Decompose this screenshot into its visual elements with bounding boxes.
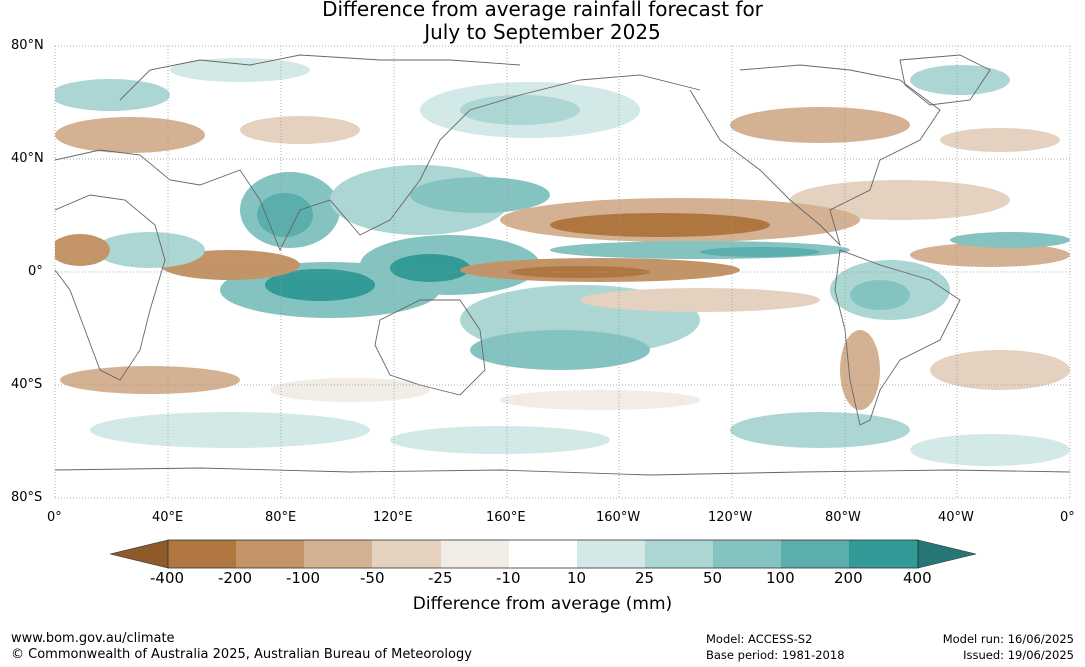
- lat-label-80n: 80°N: [11, 38, 44, 53]
- colorbar-tick: 50: [703, 569, 723, 587]
- lat-label-40n: 40°N: [11, 151, 44, 166]
- colorbar: [109, 539, 977, 569]
- colorbar-tick: 200: [834, 569, 863, 587]
- colorbar-tick: -100: [286, 569, 321, 587]
- footer-copyright: © Commonwealth of Australia 2025, Austra…: [11, 647, 472, 662]
- lon-label-0-right: 0°: [1060, 510, 1075, 525]
- lon-label-80w: 80°W: [825, 510, 861, 525]
- colorbar-tick: 100: [766, 569, 795, 587]
- lon-label-120w: 120°W: [708, 510, 753, 525]
- colorbar-tick: -25: [428, 569, 453, 587]
- colorbar-segment: [849, 540, 918, 568]
- anomaly-field: [55, 58, 1070, 466]
- footer-model-run: Model run: 16/06/2025: [942, 632, 1074, 646]
- colorbar-title: Difference from average (mm): [412, 594, 673, 614]
- colorbar-tick: -50: [360, 569, 385, 587]
- title-line-1: Difference from average rainfall forecas…: [322, 0, 763, 21]
- colorbar-segment: [441, 540, 509, 568]
- lon-label-80e: 80°E: [265, 510, 297, 525]
- colorbar-segment: [577, 540, 645, 568]
- footer-issued: Issued: 19/06/2025: [963, 648, 1074, 662]
- colorbar-tick: 400: [903, 569, 932, 587]
- title-line-2: July to September 2025: [424, 20, 661, 44]
- colorbar-segment: [236, 540, 304, 568]
- colorbar-tick: -200: [218, 569, 253, 587]
- colorbar-segment: [372, 540, 441, 568]
- colorbar-segment: [645, 540, 713, 568]
- colorbar-segment: [304, 540, 372, 568]
- lon-label-40e: 40°E: [152, 510, 184, 525]
- lon-label-160w: 160°W: [596, 510, 641, 525]
- footer-model: Model: ACCESS-S2: [706, 632, 813, 646]
- colorbar-tick: -10: [496, 569, 521, 587]
- graticule: [54, 45, 1071, 499]
- colorbar-segment: [509, 540, 577, 568]
- coastline-outline: [55, 54, 1070, 476]
- colorbar-segment: [713, 540, 781, 568]
- lat-label-80s: 80°S: [11, 490, 43, 505]
- colorbar-segment: [781, 540, 849, 568]
- lon-label-40w: 40°W: [938, 510, 974, 525]
- lon-label-120e: 120°E: [373, 510, 413, 525]
- footer-website: www.bom.gov.au/climate: [11, 631, 175, 646]
- lat-label-40s: 40°S: [11, 377, 43, 392]
- lat-label-0: 0°: [28, 264, 43, 279]
- map-title: Difference from average rainfall forecas…: [0, 0, 1085, 44]
- colorbar-segment: [168, 540, 236, 568]
- colorbar-tick: 25: [635, 569, 655, 587]
- colorbar-tick: 10: [567, 569, 587, 587]
- footer-base-period: Base period: 1981-2018: [706, 648, 845, 662]
- colorbar-tick: -400: [150, 569, 185, 587]
- lon-label-0: 0°: [47, 510, 62, 525]
- colorbar-extend-low: [109, 539, 169, 569]
- lon-label-160e: 160°E: [486, 510, 526, 525]
- colorbar-extend-high: [917, 539, 977, 569]
